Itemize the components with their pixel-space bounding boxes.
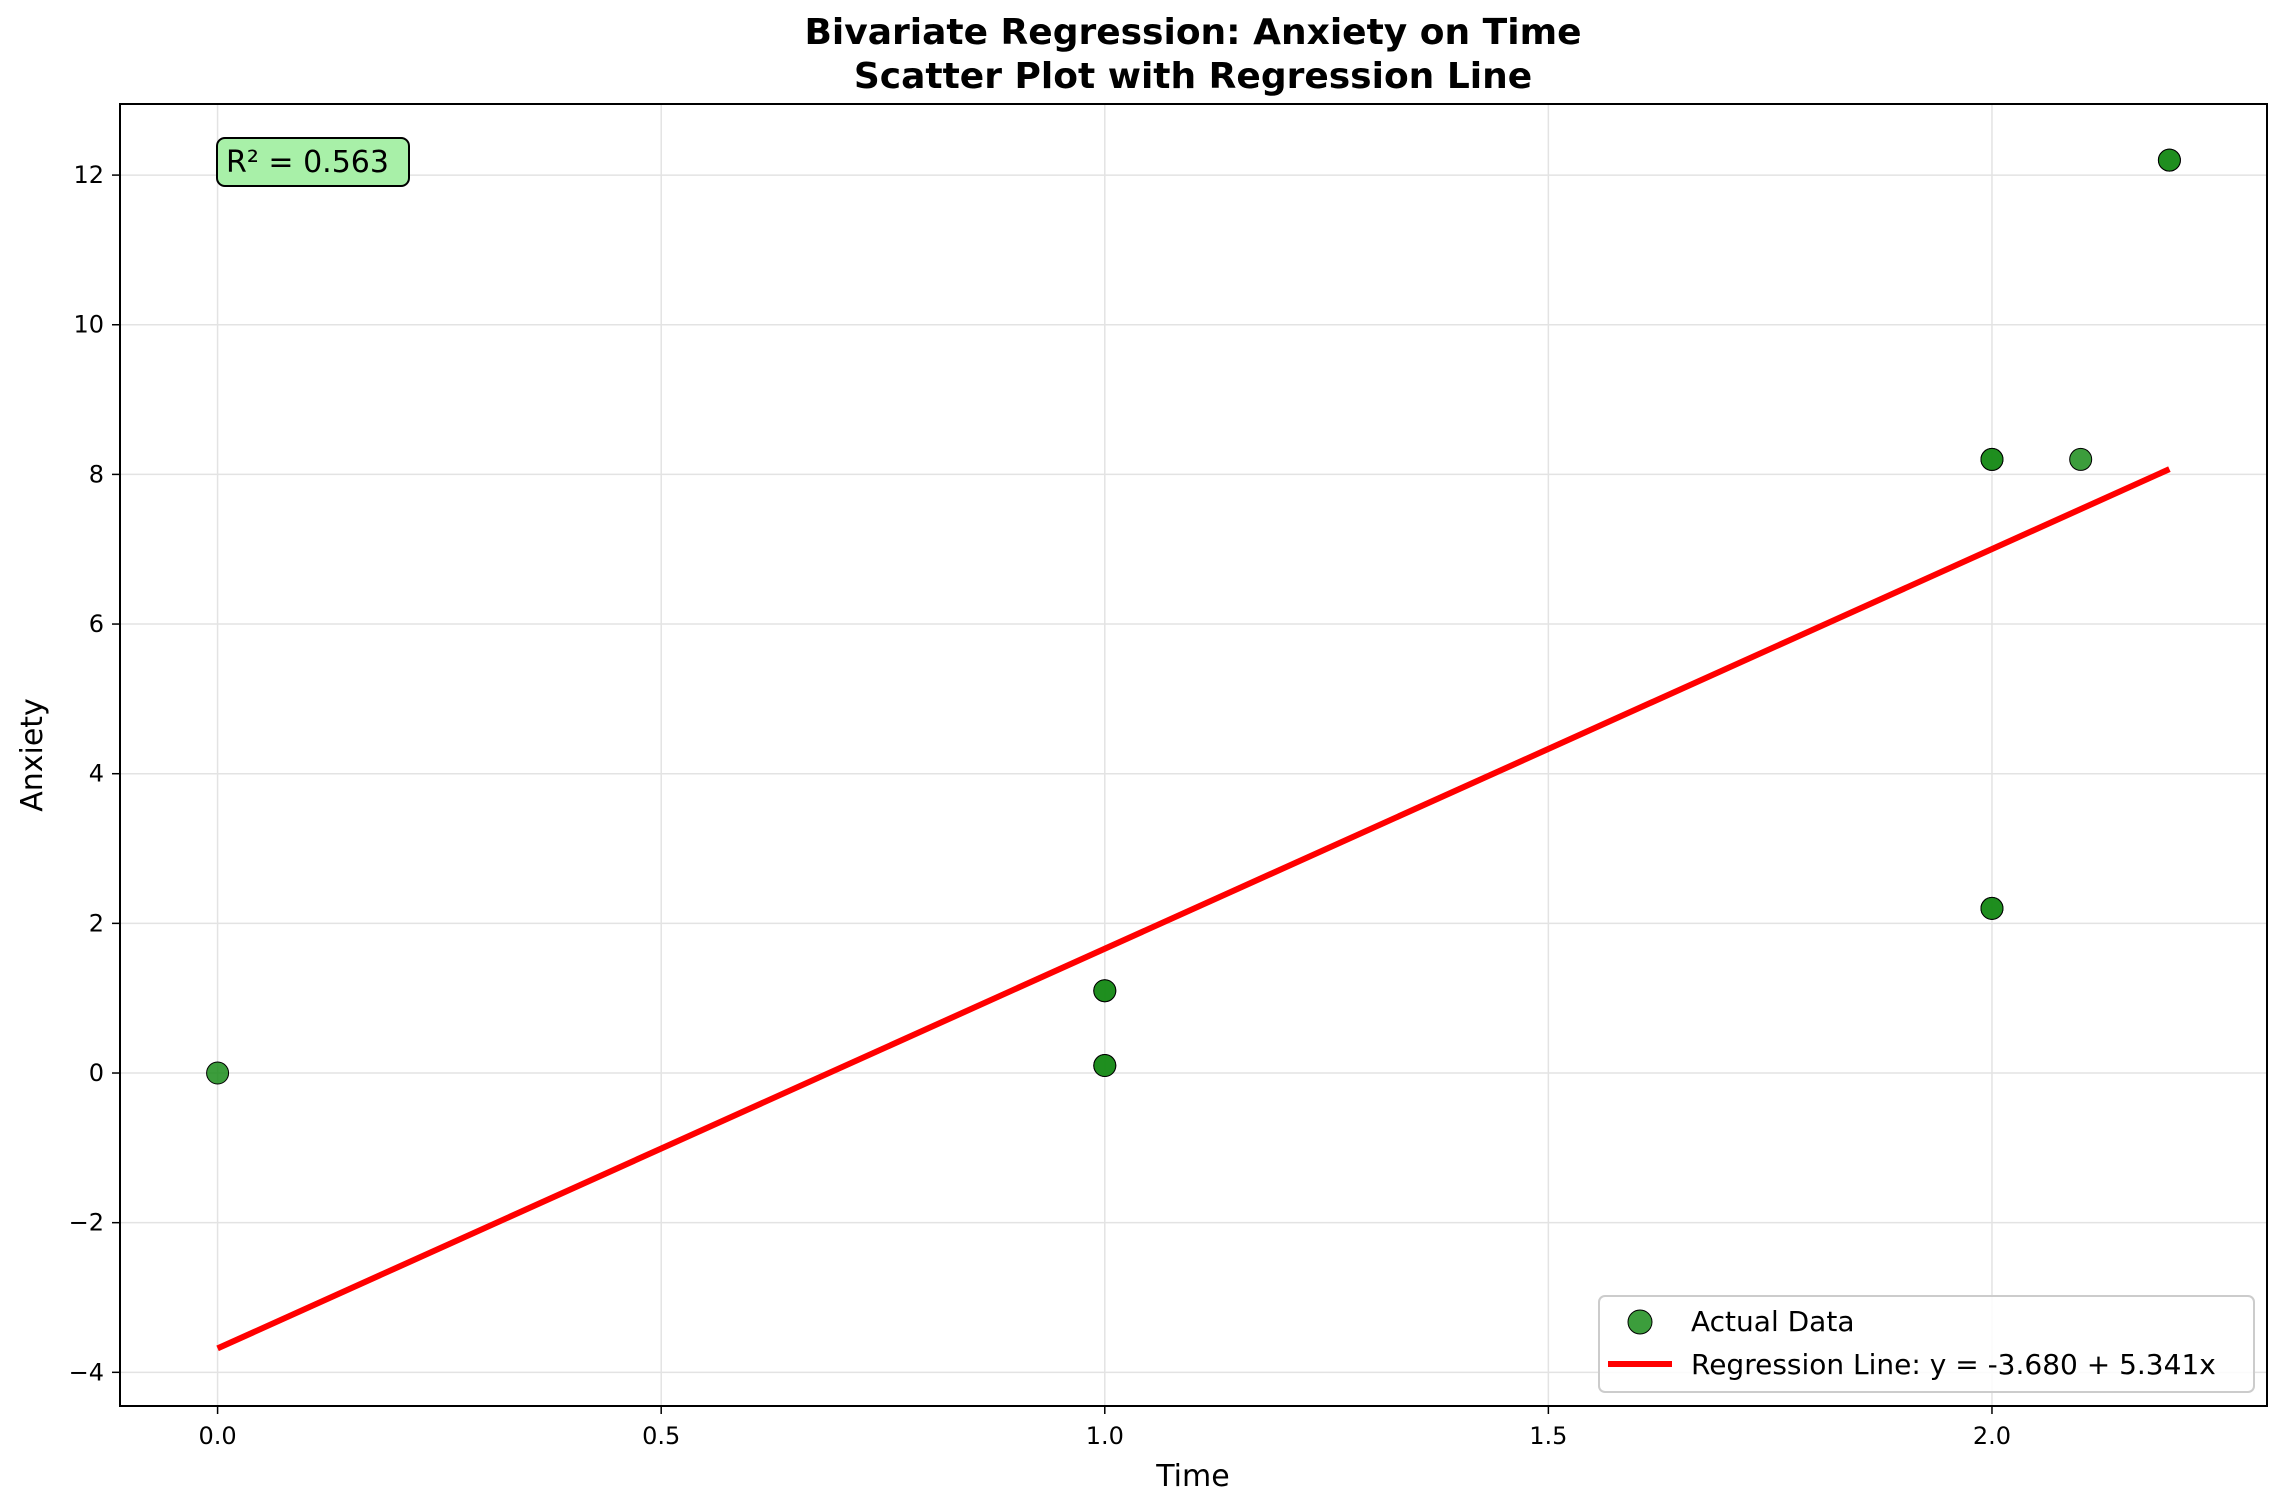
y-tick-label: 12 <box>73 161 104 189</box>
y-tick-label: 4 <box>89 760 104 788</box>
y-tick-label: 2 <box>89 909 104 937</box>
x-axis-ticks: 0.0 0.5 1.0 1.5 2.0 <box>199 1406 2011 1450</box>
y-tick-label: 6 <box>89 610 104 638</box>
x-tick-label: 1.0 <box>1086 1422 1124 1450</box>
x-tick-label: 1.5 <box>1529 1422 1567 1450</box>
y-tick-label: −4 <box>69 1358 104 1386</box>
y-axis-label: Anxiety <box>15 698 50 812</box>
x-tick-label: 2.0 <box>1973 1422 2011 1450</box>
x-axis-label: Time <box>1155 1459 1229 1494</box>
y-axis-ticks: −4 −2 0 2 4 6 8 10 12 <box>69 161 120 1386</box>
data-point <box>206 1061 230 1085</box>
legend-label-actual-data: Actual Data <box>1691 1305 1854 1338</box>
regression-line-layer <box>216 466 2171 1352</box>
x-tick-label: 0.5 <box>642 1422 680 1450</box>
data-point <box>1980 447 2004 471</box>
data-point <box>1980 896 2004 920</box>
y-tick-label: 8 <box>89 460 104 488</box>
regression-line <box>216 466 2171 1352</box>
data-point <box>1093 1054 1117 1078</box>
legend-label-regression-line: Regression Line: y = -3.680 + 5.341x <box>1691 1348 2216 1381</box>
r-squared-text: R² = 0.563 <box>226 145 389 180</box>
grid <box>120 104 2267 1406</box>
x-tick-label: 0.0 <box>199 1422 237 1450</box>
chart-title-line1: Bivariate Regression: Anxiety on Time <box>804 12 1581 53</box>
y-tick-label: 10 <box>73 311 104 339</box>
plot-frame <box>119 103 2268 1407</box>
r-squared-box <box>216 137 410 187</box>
y-tick-label: 0 <box>89 1059 104 1087</box>
data-point <box>1093 979 1117 1003</box>
r-squared-annotation: R² = 0.563 <box>216 137 410 187</box>
data-point <box>2069 447 2093 471</box>
legend-box <box>1598 1295 2255 1393</box>
data-point <box>2157 148 2181 172</box>
scatter-points <box>206 148 2181 1085</box>
legend-marker-actual-data <box>1627 1309 1653 1335</box>
chart-title-line2: Scatter Plot with Regression Line <box>854 56 1532 97</box>
y-tick-label: −2 <box>69 1209 104 1237</box>
legend: Actual Data Regression Line: y = -3.680 … <box>1598 1295 2255 1393</box>
